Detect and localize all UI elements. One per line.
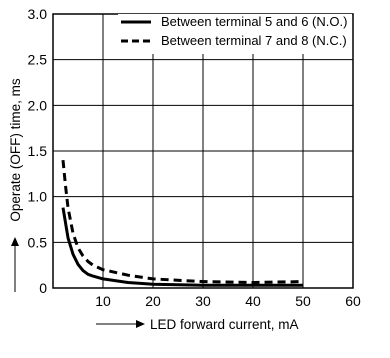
x-tick-label-20: 20 bbox=[145, 293, 161, 309]
x-tick-label-10: 10 bbox=[95, 293, 111, 309]
x-tick-label-40: 40 bbox=[245, 293, 261, 309]
x-tick-label-60: 60 bbox=[345, 293, 361, 309]
y-tick-label-1.5: 1.5 bbox=[28, 143, 48, 159]
legend-background bbox=[118, 14, 352, 54]
y-tick-label-1.0: 1.0 bbox=[28, 189, 48, 205]
grid bbox=[53, 14, 353, 288]
y-axis-arrowhead bbox=[11, 237, 19, 246]
y-axis-label: Operate (OFF) time, ms bbox=[8, 78, 23, 222]
series-line-1 bbox=[61, 159, 304, 284]
y-tick-label-2.5: 2.5 bbox=[28, 52, 48, 68]
x-axis-arrowhead bbox=[136, 320, 145, 328]
y-tick-label-0.5: 0.5 bbox=[28, 234, 48, 250]
y-tick-label-0: 0 bbox=[39, 280, 47, 296]
x-axis-label-group: LED forward current, mA bbox=[96, 317, 299, 332]
y-tick-label-2.0: 2.0 bbox=[28, 97, 48, 113]
x-axis-label: LED forward current, mA bbox=[150, 317, 299, 332]
y-axis-label-group: Operate (OFF) time, ms bbox=[8, 78, 23, 292]
series-line-0 bbox=[61, 207, 303, 287]
legend: Between terminal 5 and 6 (N.O.) Between … bbox=[118, 14, 352, 54]
series-group bbox=[61, 159, 304, 287]
legend-label-series-1: Between terminal 7 and 8 (N.C.) bbox=[161, 33, 347, 48]
legend-label-series-0: Between terminal 5 and 6 (N.O.) bbox=[161, 14, 347, 29]
y-tick-label-3.0: 3.0 bbox=[28, 6, 48, 22]
x-tick-label-50: 50 bbox=[295, 293, 311, 309]
tick-labels: 10 20 30 40 50 60 0 0.5 1.0 1.5 2.0 2.5 3.0 bbox=[28, 6, 361, 309]
x-tick-label-30: 30 bbox=[195, 293, 211, 309]
